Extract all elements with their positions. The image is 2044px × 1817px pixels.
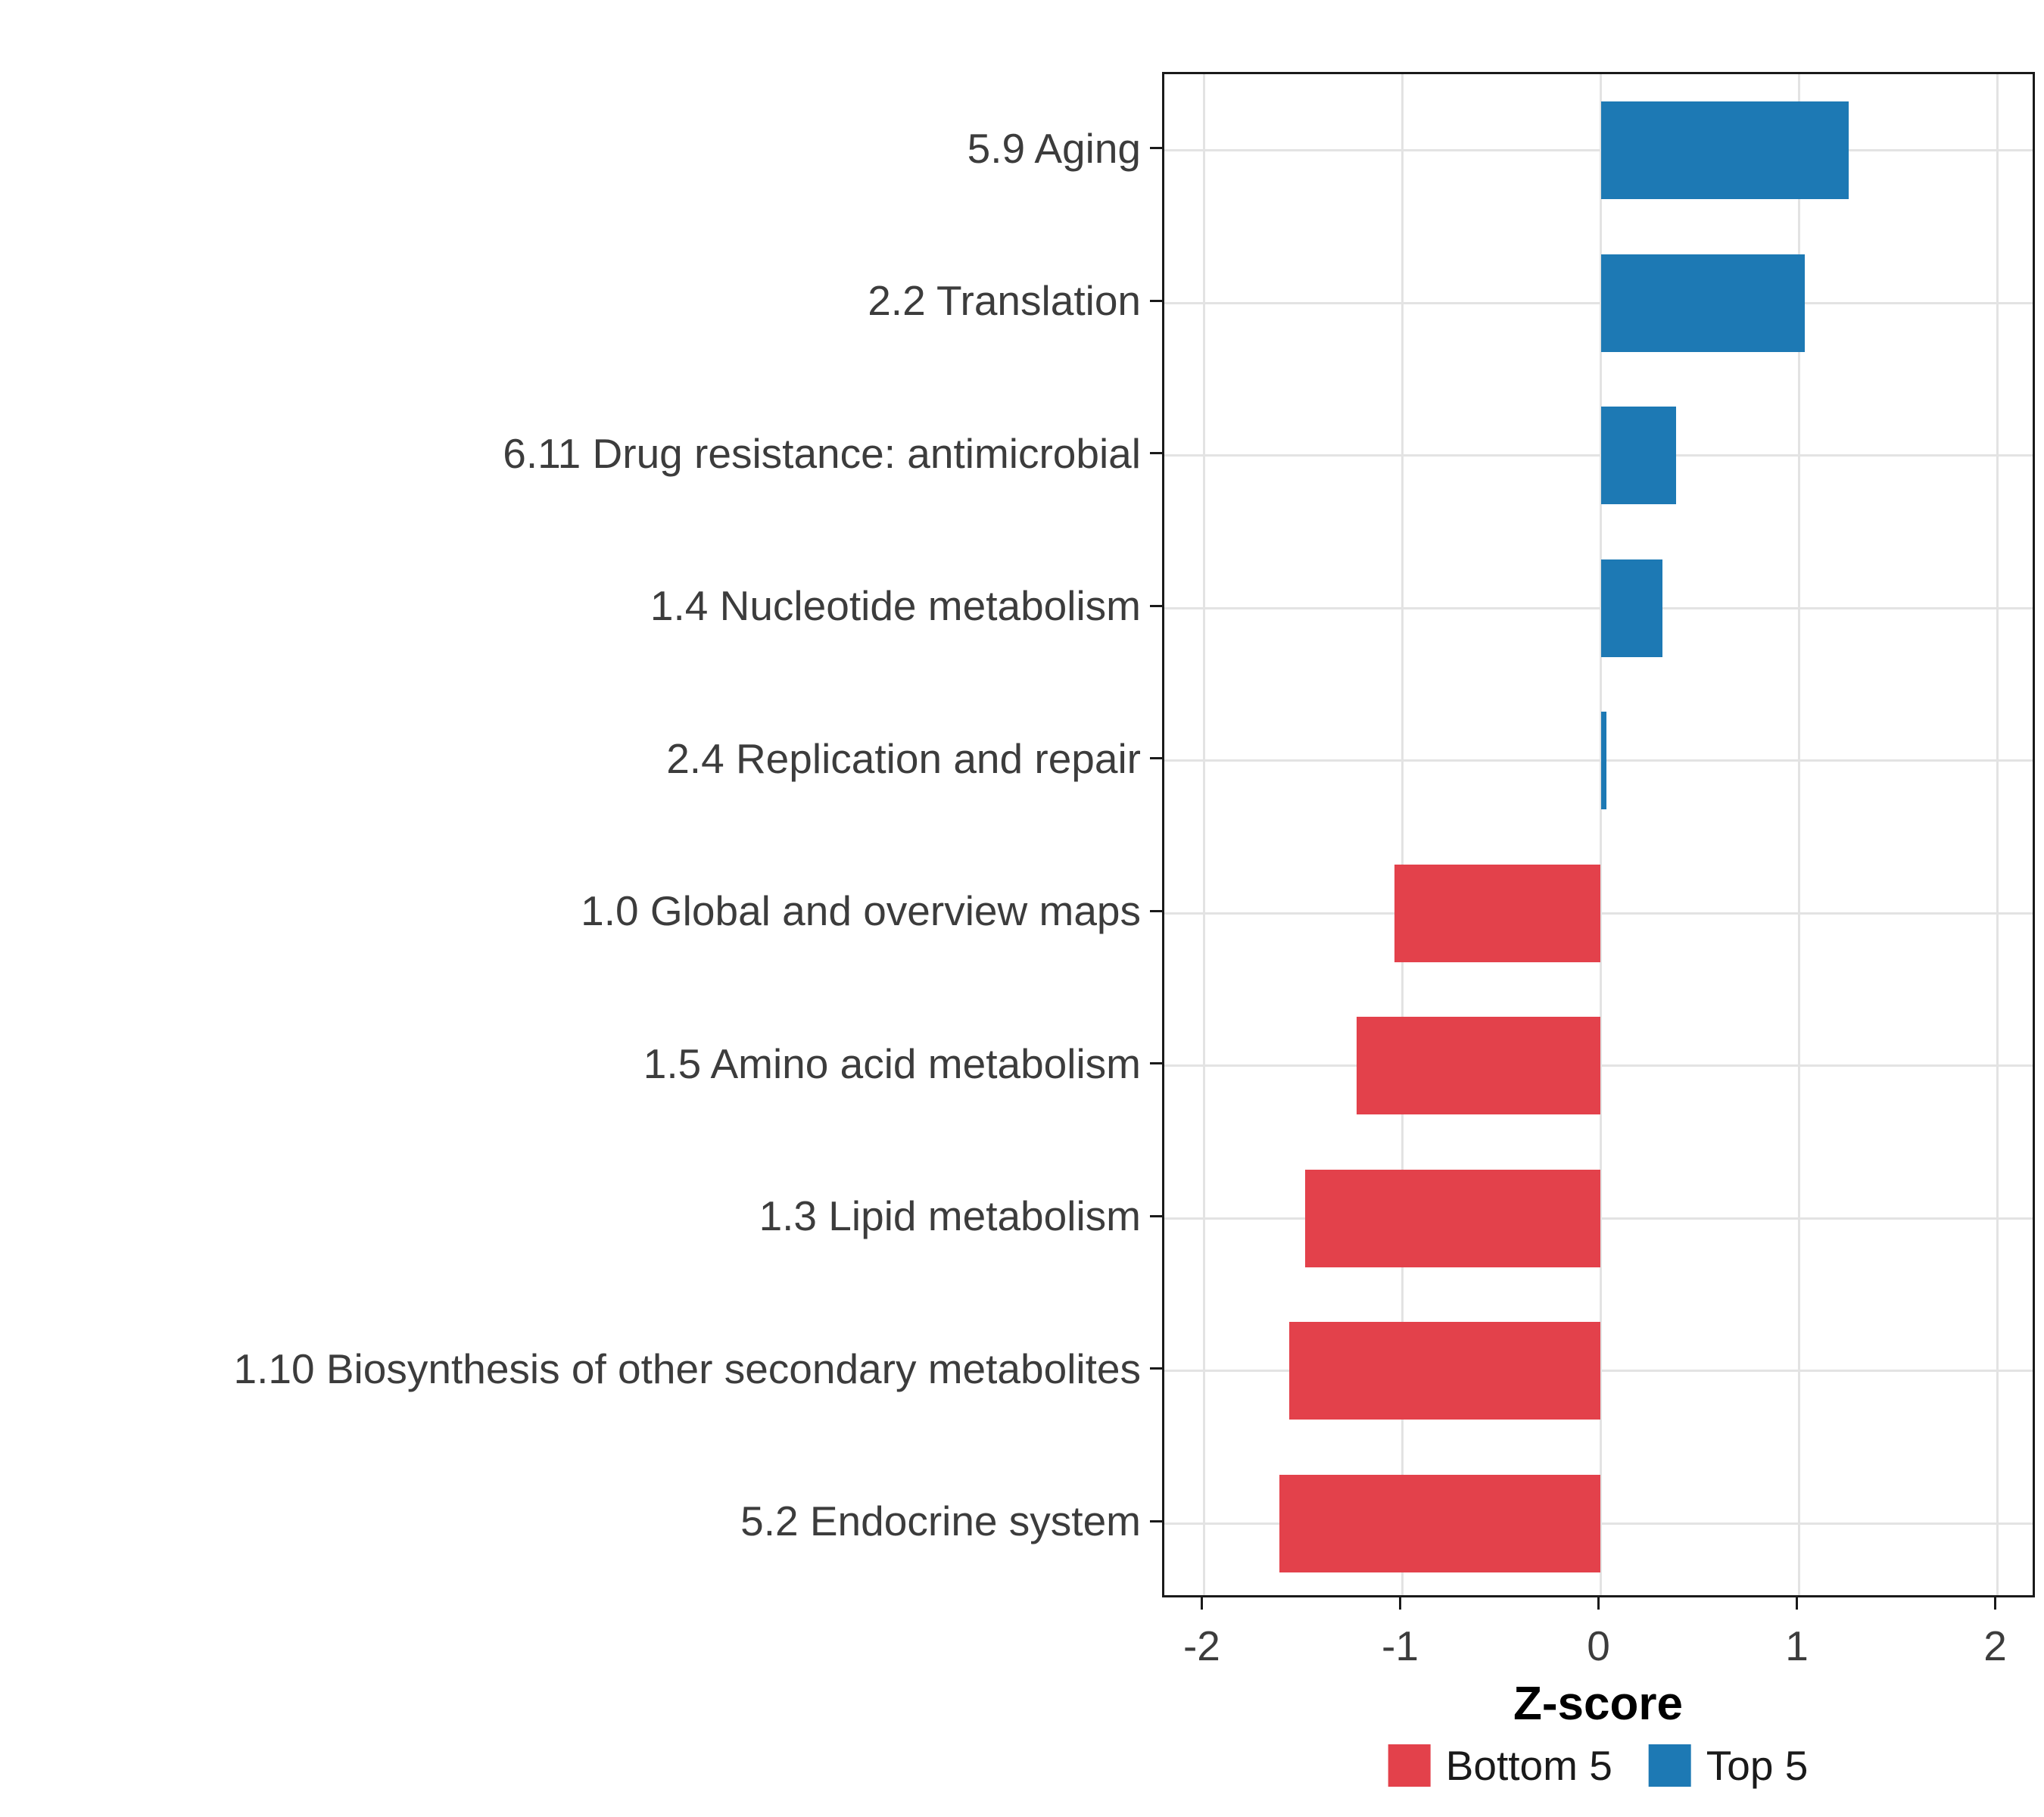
x-tick-mark bbox=[1994, 1597, 1997, 1610]
bar bbox=[1600, 254, 1806, 352]
bar bbox=[1394, 864, 1601, 962]
y-axis-category-label: 1.10 Biosynthesis of other secondary met… bbox=[233, 1345, 1141, 1392]
legend-item: Top 5 bbox=[1648, 1741, 1809, 1790]
y-axis-category-label: 5.9 Aging bbox=[967, 124, 1141, 172]
x-tick-label: 1 bbox=[1785, 1622, 1809, 1669]
legend-label: Top 5 bbox=[1706, 1742, 1809, 1789]
x-gridline bbox=[1600, 74, 1602, 1595]
legend-label: Bottom 5 bbox=[1445, 1742, 1612, 1789]
bar bbox=[1600, 407, 1677, 505]
y-gridline bbox=[1164, 149, 2033, 152]
x-tick-mark bbox=[1398, 1597, 1401, 1610]
x-gridline bbox=[1401, 74, 1404, 1595]
y-tick-mark bbox=[1150, 604, 1162, 607]
y-axis-category-label: 2.4 Replication and repair bbox=[666, 734, 1141, 782]
y-axis-category-label: 1.4 Nucleotide metabolism bbox=[650, 582, 1141, 630]
y-tick-mark bbox=[1150, 909, 1162, 912]
y-tick-mark bbox=[1150, 1062, 1162, 1065]
x-tick-label: -2 bbox=[1182, 1622, 1220, 1669]
y-axis-category-label: 6.11 Drug resistance: antimicrobial bbox=[503, 429, 1141, 477]
y-tick-mark bbox=[1150, 1214, 1162, 1217]
y-axis-category-label: 1.3 Lipid metabolism bbox=[759, 1192, 1141, 1240]
x-tick-mark bbox=[1200, 1597, 1203, 1610]
legend: Bottom 5 Top 5 bbox=[1388, 1741, 1809, 1790]
y-axis-category-label: 1.0 Global and overview maps bbox=[581, 887, 1141, 935]
y-tick-mark bbox=[1150, 757, 1162, 760]
x-tick-label: -1 bbox=[1382, 1622, 1419, 1669]
bar bbox=[1289, 1322, 1601, 1420]
plot-panel bbox=[1162, 72, 2035, 1597]
x-tick-mark bbox=[1597, 1597, 1600, 1610]
y-tick-mark bbox=[1150, 299, 1162, 302]
bar bbox=[1279, 1474, 1601, 1572]
y-tick-mark bbox=[1150, 1367, 1162, 1370]
x-tick-label: 2 bbox=[1983, 1622, 2007, 1669]
legend-swatch bbox=[1388, 1744, 1431, 1787]
x-tick-label: 0 bbox=[1587, 1622, 1610, 1669]
legend-item: Bottom 5 bbox=[1388, 1741, 1612, 1790]
y-axis-category-label: 2.2 Translation bbox=[868, 277, 1141, 325]
y-gridline bbox=[1164, 454, 2033, 457]
y-axis-category-label: 1.5 Amino acid metabolism bbox=[643, 1039, 1141, 1087]
bar bbox=[1600, 101, 1849, 200]
y-tick-mark bbox=[1150, 1519, 1162, 1522]
y-gridline bbox=[1164, 301, 2033, 304]
x-gridline bbox=[1798, 74, 1801, 1595]
legend-swatch bbox=[1648, 1744, 1691, 1787]
bar bbox=[1600, 559, 1662, 657]
x-gridline bbox=[1202, 74, 1205, 1595]
x-axis-title: Z-score bbox=[1513, 1678, 1683, 1730]
bar bbox=[1357, 1017, 1601, 1115]
y-gridline bbox=[1164, 759, 2033, 762]
y-gridline bbox=[1164, 606, 2033, 609]
x-gridline bbox=[1996, 74, 1999, 1595]
y-axis-category-label: 5.2 Endocrine system bbox=[740, 1498, 1141, 1545]
y-tick-mark bbox=[1150, 147, 1162, 150]
bar bbox=[1600, 712, 1607, 810]
bar bbox=[1305, 1169, 1601, 1267]
y-tick-mark bbox=[1150, 452, 1162, 455]
x-tick-mark bbox=[1796, 1597, 1799, 1610]
